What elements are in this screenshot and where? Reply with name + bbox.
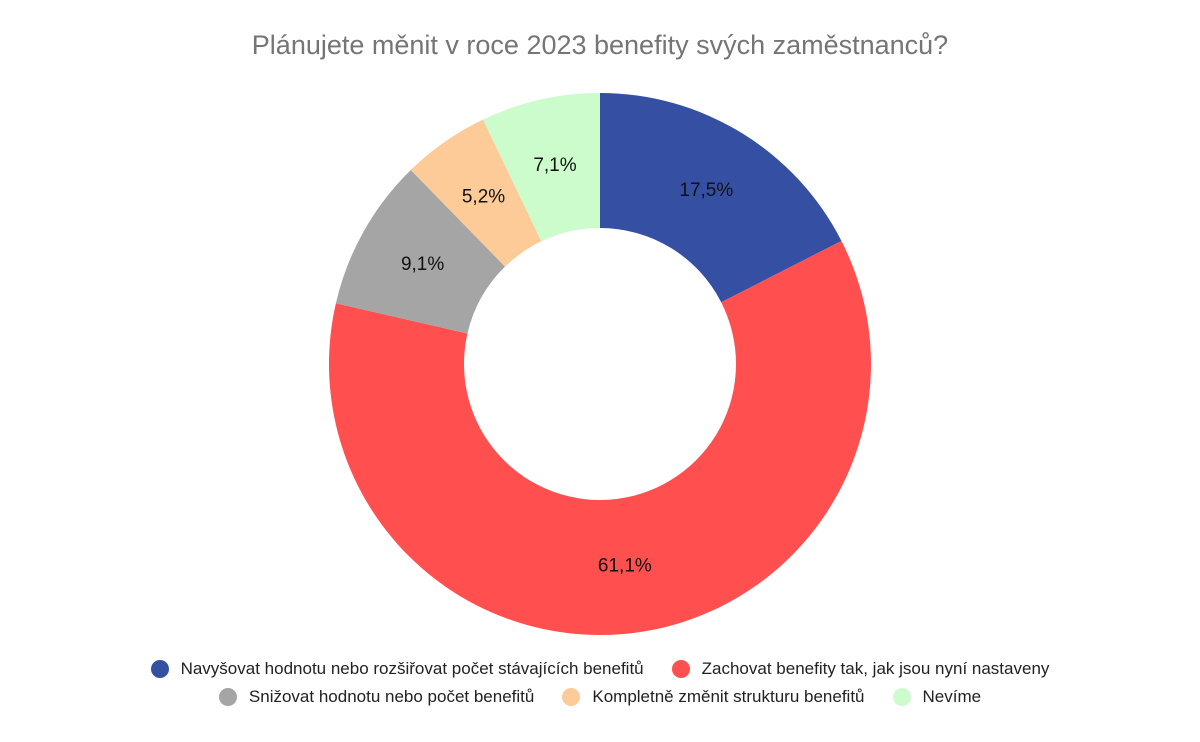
slice-label-0: 17,5% — [679, 180, 733, 201]
legend-label-1: Zachovat benefity tak, jak jsou nyní nas… — [701, 659, 1050, 678]
slice-label-3: 5,2% — [462, 187, 505, 208]
donut-slice-3[interactable] — [410, 119, 542, 267]
legend-item-3[interactable]: Kompletně změnit strukturu benefitů — [562, 687, 865, 707]
legend-item-2[interactable]: Snižovat hodnotu nebo počet benefitů — [218, 687, 535, 707]
legend-swatch-0 — [150, 660, 169, 678]
legend-item-0[interactable]: Navyšovat hodnotu nebo rozšiřovat počet … — [150, 659, 644, 679]
legend-item-1[interactable]: Zachovat benefity tak, jak jsou nyní nas… — [671, 659, 1050, 679]
legend-row-1: Navyšovat hodnotu nebo rozšiřovat počet … — [0, 655, 1200, 683]
legend-swatch-2 — [218, 688, 237, 706]
legend-swatch-3 — [562, 688, 581, 706]
legend-label-3: Kompletně změnit strukturu benefitů — [592, 687, 865, 706]
legend-item-4[interactable]: Nevíme — [892, 687, 982, 707]
legend-label-4: Nevíme — [922, 687, 982, 706]
slice-label-2: 9,1% — [401, 254, 444, 275]
legend-label-2: Snižovat hodnotu nebo počet benefitů — [248, 687, 535, 706]
legend-swatch-1 — [671, 660, 690, 678]
legend-row-2: Snižovat hodnotu nebo počet benefitů Kom… — [0, 683, 1200, 711]
legend-label-0: Navyšovat hodnotu nebo rozšiřovat počet … — [180, 659, 644, 678]
donut-chart: 17,5% 61,1% 9,1% 5,2% 7,1% — [328, 93, 871, 636]
slice-label-1: 61,1% — [598, 555, 652, 576]
slice-label-4: 7,1% — [533, 155, 576, 176]
donut-slice-2[interactable] — [335, 169, 506, 334]
chart-title: Plánujete měnit v roce 2023 benefity svý… — [251, 30, 949, 60]
chart-legend: Navyšovat hodnotu nebo rozšiřovat počet … — [0, 655, 1200, 711]
legend-swatch-4 — [892, 688, 911, 706]
donut-slice-0[interactable] — [600, 93, 842, 303]
donut-slice-4[interactable] — [483, 93, 600, 242]
donut-slice-1[interactable] — [328, 240, 871, 636]
